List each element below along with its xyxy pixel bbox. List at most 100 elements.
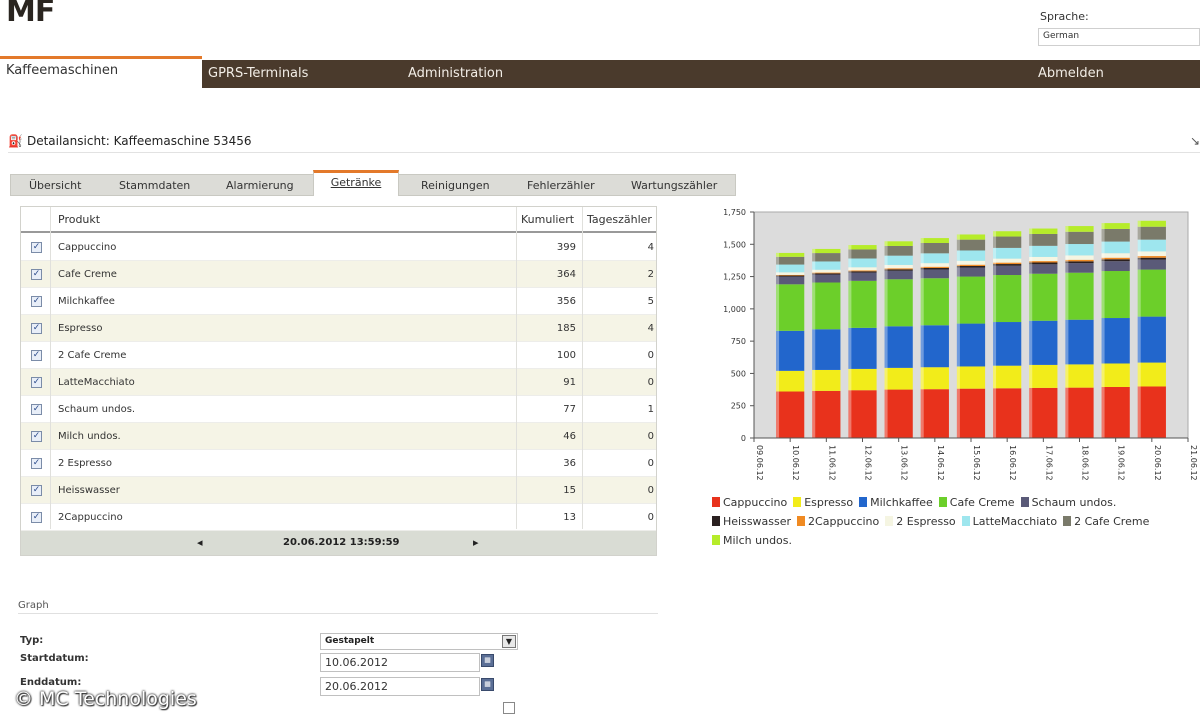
- bar-segment: [1137, 220, 1166, 227]
- table-row[interactable]: ✓ Espresso 185 4: [21, 315, 656, 342]
- tab-getraenke[interactable]: Getränke: [313, 170, 399, 196]
- start-date-input[interactable]: 10.06.2012: [320, 653, 480, 672]
- table-row[interactable]: ✓ LatteMacchiato 91 0: [21, 369, 656, 396]
- table-row[interactable]: ✓ 2Cappuccino 13 0: [21, 504, 656, 531]
- language-select[interactable]: German: [1038, 28, 1200, 46]
- bar-segment: [848, 327, 877, 369]
- col-daily[interactable]: Tageszähler: [587, 213, 652, 226]
- row-checkbox[interactable]: ✓: [31, 350, 42, 361]
- bar-segment: [884, 367, 913, 390]
- bar-segment: [956, 388, 986, 438]
- table-row[interactable]: ✓ Milch undos. 46 0: [21, 423, 656, 450]
- bar-segment: [884, 268, 913, 270]
- bar-segment: [1029, 273, 1058, 321]
- y-tick-label: 500: [731, 369, 746, 378]
- chevron-down-icon[interactable]: ▼: [502, 635, 516, 648]
- chart-legend: Cappuccino Espresso Milchkaffee Cafe Creme S…: [712, 496, 1200, 553]
- row-checkbox[interactable]: ✓: [31, 458, 42, 469]
- nav-administration[interactable]: Administration: [408, 66, 504, 81]
- bar-segment: [920, 267, 949, 270]
- table-row[interactable]: ✓ Heisswasser 15 0: [21, 477, 656, 504]
- bar-segment: [956, 323, 986, 367]
- bar-segment: [1137, 269, 1166, 317]
- tab-stammdaten[interactable]: Stammdaten: [119, 179, 191, 192]
- nav-kaffeemaschinen[interactable]: Kaffeemaschinen: [0, 56, 202, 88]
- table-row[interactable]: ✓ Cafe Creme 364 2: [21, 261, 656, 288]
- row-checkbox[interactable]: ✓: [31, 485, 42, 496]
- daily-count: 0: [647, 485, 654, 496]
- logout-link[interactable]: Abmelden: [1038, 66, 1104, 81]
- bar-segment: [920, 253, 949, 264]
- bar-segment: [1101, 363, 1130, 387]
- tab-fehlerzaehler[interactable]: Fehlerzähler: [527, 179, 595, 192]
- start-calendar-icon[interactable]: ▦: [481, 654, 494, 667]
- prev-page-button[interactable]: ◂: [197, 536, 203, 549]
- row-checkbox[interactable]: ✓: [31, 404, 42, 415]
- collapse-icon[interactable]: ↘: [1190, 134, 1200, 148]
- bar-segment: [956, 239, 986, 251]
- nav-gprs-terminals[interactable]: GPRS-Terminals: [208, 66, 309, 81]
- x-tick-label: 14.06.12: [936, 445, 945, 481]
- row-checkbox[interactable]: ✓: [31, 512, 42, 523]
- row-checkbox[interactable]: ✓: [31, 296, 42, 307]
- cumulative-count: 185: [556, 323, 576, 334]
- row-checkbox[interactable]: ✓: [31, 242, 42, 253]
- table-row[interactable]: ✓ 2 Espresso 36 0: [21, 450, 656, 477]
- bar-segment: [920, 367, 949, 390]
- col-product[interactable]: Produkt: [58, 213, 101, 226]
- bar-segment: [920, 238, 949, 243]
- tab-alarmierung[interactable]: Alarmierung: [226, 179, 294, 192]
- row-checkbox[interactable]: ✓: [31, 431, 42, 442]
- bar-segment: [1065, 244, 1094, 256]
- chart-type-value: Gestapelt: [325, 636, 375, 646]
- tab-reinigungen[interactable]: Reinigungen: [421, 179, 490, 192]
- table-row[interactable]: ✓ Milchkaffee 356 5: [21, 288, 656, 315]
- bar-segment: [1137, 256, 1166, 258]
- cumulative-count: 15: [563, 485, 576, 496]
- product-name: 2Cappuccino: [58, 512, 123, 523]
- col-cumulative[interactable]: Kumuliert: [521, 213, 575, 226]
- product-name: Espresso: [58, 323, 103, 334]
- bar-highlight: [848, 245, 852, 438]
- row-checkbox[interactable]: ✓: [31, 377, 42, 388]
- cumulative-count: 364: [556, 269, 576, 280]
- y-tick-label: 1,750: [723, 208, 746, 217]
- y-tick-label: 1,000: [723, 305, 746, 314]
- cumulative-count: 100: [556, 350, 576, 361]
- end-date-input[interactable]: 20.06.2012: [320, 677, 480, 696]
- bar-segment: [993, 231, 1022, 237]
- bar-segment: [956, 250, 986, 261]
- bar-segment: [848, 258, 877, 268]
- table-row[interactable]: ✓ 2 Cafe Creme 100 0: [21, 342, 656, 369]
- row-checkbox[interactable]: ✓: [31, 323, 42, 334]
- bar-segment: [956, 366, 986, 389]
- bar-segment: [993, 275, 1022, 323]
- tab-wartungszaehler[interactable]: Wartungszähler: [631, 179, 718, 192]
- bar-segment: [884, 326, 913, 368]
- tab-uebersicht[interactable]: Übersicht: [29, 179, 82, 192]
- bar-segment: [920, 325, 949, 368]
- next-page-button[interactable]: ▸: [473, 536, 479, 549]
- daily-count: 2: [647, 269, 654, 280]
- end-calendar-icon[interactable]: ▦: [481, 678, 494, 691]
- bar-segment: [920, 263, 949, 267]
- graph-option-checkbox[interactable]: [503, 702, 515, 714]
- product-name: 2 Espresso: [58, 458, 112, 469]
- x-tick-label: 12.06.12: [864, 445, 873, 481]
- y-tick-label: 1,500: [723, 240, 746, 249]
- bar-segment: [993, 247, 1022, 259]
- bar-segment: [1065, 261, 1094, 264]
- row-checkbox[interactable]: ✓: [31, 269, 42, 280]
- product-name: Schaum undos.: [58, 404, 136, 415]
- end-date-label: Enddatum:: [20, 677, 82, 688]
- start-date-label: Startdatum:: [20, 653, 89, 664]
- product-name: Cafe Creme: [58, 269, 117, 280]
- daily-count: 0: [647, 458, 654, 469]
- page-title: ⛽ Detailansicht: Kaffeemaschine 53456: [8, 134, 251, 148]
- chart-type-select[interactable]: Gestapelt ▼: [320, 633, 518, 650]
- table-row[interactable]: ✓ Schaum undos. 77 1: [21, 396, 656, 423]
- legend-label: Heisswasser: [723, 515, 792, 528]
- bar-segment: [1065, 364, 1094, 388]
- table-row[interactable]: ✓ Cappuccino 399 4: [21, 234, 656, 261]
- bar-segment: [1065, 255, 1094, 260]
